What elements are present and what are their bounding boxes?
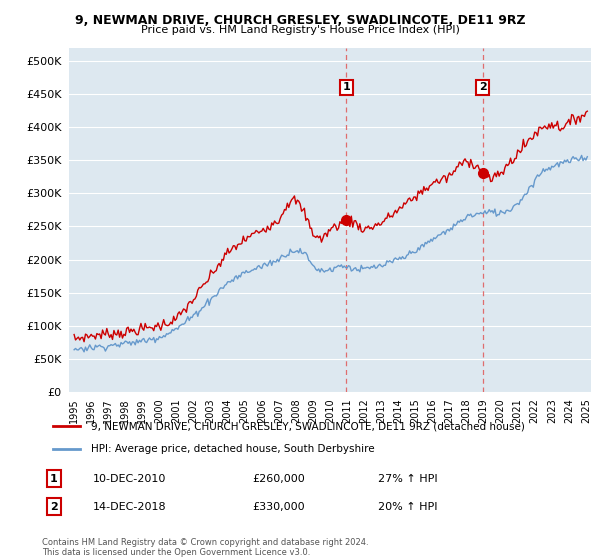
Text: 9, NEWMAN DRIVE, CHURCH GRESLEY, SWADLINCOTE, DE11 9RZ (detached house): 9, NEWMAN DRIVE, CHURCH GRESLEY, SWADLIN… (91, 421, 524, 431)
Text: 27% ↑ HPI: 27% ↑ HPI (378, 474, 437, 484)
Text: 14-DEC-2018: 14-DEC-2018 (93, 502, 167, 512)
Text: 1: 1 (343, 82, 350, 92)
Text: 10-DEC-2010: 10-DEC-2010 (93, 474, 166, 484)
Text: 2: 2 (50, 502, 58, 512)
Text: Contains HM Land Registry data © Crown copyright and database right 2024.
This d: Contains HM Land Registry data © Crown c… (42, 538, 368, 557)
Text: Price paid vs. HM Land Registry's House Price Index (HPI): Price paid vs. HM Land Registry's House … (140, 25, 460, 35)
Text: £330,000: £330,000 (252, 502, 305, 512)
Text: HPI: Average price, detached house, South Derbyshire: HPI: Average price, detached house, Sout… (91, 444, 374, 454)
Text: 2: 2 (479, 82, 487, 92)
Text: 9, NEWMAN DRIVE, CHURCH GRESLEY, SWADLINCOTE, DE11 9RZ: 9, NEWMAN DRIVE, CHURCH GRESLEY, SWADLIN… (74, 14, 526, 27)
Text: 20% ↑ HPI: 20% ↑ HPI (378, 502, 437, 512)
Text: 1: 1 (50, 474, 58, 484)
Text: £260,000: £260,000 (252, 474, 305, 484)
